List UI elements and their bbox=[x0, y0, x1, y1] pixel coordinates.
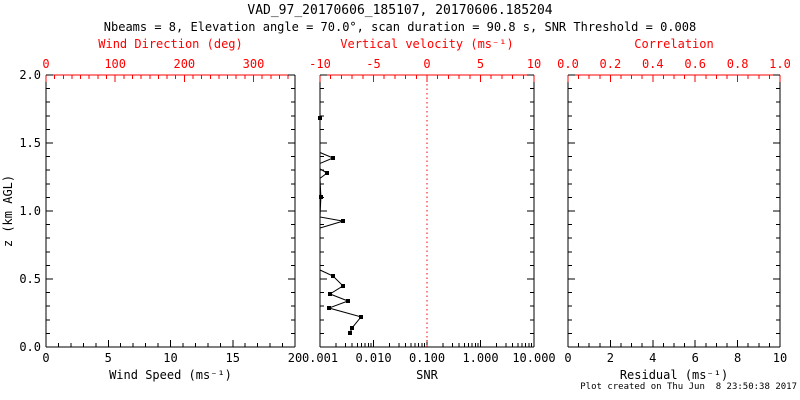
plot-title: VAD_97_20170606_185107, 20170606.185204 bbox=[247, 3, 553, 18]
bottom-tick-label: 5 bbox=[105, 351, 112, 365]
y-axis-title: z (km AGL) bbox=[1, 175, 15, 247]
bottom-tick-label: 10 bbox=[773, 351, 787, 365]
snr-profile-marker bbox=[349, 325, 354, 330]
snr-profile-marker bbox=[318, 194, 323, 199]
top-axis-title: Wind Direction (deg) bbox=[98, 37, 243, 51]
bottom-tick-label: 1.000 bbox=[462, 351, 498, 365]
top-tick-label: 300 bbox=[243, 57, 265, 71]
top-tick-label: 10 bbox=[527, 57, 541, 71]
snr-profile-marker bbox=[346, 299, 351, 304]
top-tick-label: 100 bbox=[104, 57, 126, 71]
bottom-tick-label: 6 bbox=[692, 351, 699, 365]
top-axis-title: Vertical velocity (ms⁻¹) bbox=[340, 37, 513, 51]
snr-profile-marker bbox=[331, 274, 336, 279]
bottom-tick-label: 10 bbox=[163, 351, 177, 365]
y-tick-label: 0.0 bbox=[19, 340, 41, 354]
snr-profile-marker bbox=[328, 291, 333, 296]
top-tick-label: -10 bbox=[309, 57, 331, 71]
bottom-tick-label: 4 bbox=[649, 351, 656, 365]
y-tick-label: 1.5 bbox=[19, 136, 41, 150]
bottom-axis-title: SNR bbox=[416, 368, 438, 382]
top-tick-label: 0 bbox=[42, 57, 49, 71]
bottom-tick-label: 0 bbox=[564, 351, 571, 365]
top-tick-label: 5 bbox=[477, 57, 484, 71]
bottom-axis-title: Wind Speed (ms⁻¹) bbox=[109, 368, 232, 382]
top-tick-label: 1.0 bbox=[769, 57, 791, 71]
snr-profile-marker bbox=[324, 171, 329, 176]
bottom-tick-label: 0.010 bbox=[355, 351, 391, 365]
bottom-tick-label: 2 bbox=[607, 351, 614, 365]
plot-credit: Plot created on Thu Jun 8 23:50:38 2017 bbox=[580, 382, 797, 392]
snr-profile-marker bbox=[359, 314, 364, 319]
y-tick-label: 1.0 bbox=[19, 204, 41, 218]
snr-profile-marker bbox=[331, 155, 336, 160]
snr-profile-marker bbox=[318, 115, 322, 120]
plot-subtitle: Nbeams = 8, Elevation angle = 70.0°, sca… bbox=[103, 20, 697, 34]
top-tick-label: 0.6 bbox=[684, 57, 706, 71]
top-tick-label: 0.0 bbox=[557, 57, 579, 71]
bottom-tick-label: 20 bbox=[288, 351, 302, 365]
bottom-tick-label: 8 bbox=[734, 351, 741, 365]
bottom-tick-label: 15 bbox=[226, 351, 240, 365]
top-tick-label: 0.4 bbox=[642, 57, 664, 71]
residual-panel: 0.0 0.2 0.4 0.6 0.8 1.0 Correlation 0 2 4 6 8 10 Resi… bbox=[557, 37, 791, 382]
y-tick-label: 2.0 bbox=[19, 68, 41, 82]
y-tick-label: 0.5 bbox=[19, 272, 41, 286]
snr-panel: -10 -5 0 5 10 Vertical velocity (ms⁻¹) 0.001 0.… bbox=[302, 37, 556, 382]
top-axis-title: Correlation bbox=[634, 37, 713, 51]
snr-profile-marker bbox=[340, 283, 345, 288]
top-tick-label: 0.8 bbox=[727, 57, 749, 71]
top-tick-label: -5 bbox=[366, 57, 380, 71]
bottom-tick-label: 0 bbox=[42, 351, 49, 365]
top-tick-label: 200 bbox=[173, 57, 195, 71]
snr-profile-line bbox=[319, 118, 362, 334]
bottom-tick-label: 0.001 bbox=[302, 351, 338, 365]
top-tick-label: 0 bbox=[423, 57, 430, 71]
snr-profile-marker bbox=[340, 219, 345, 224]
top-tick-label: 0.2 bbox=[600, 57, 622, 71]
snr-profile-marker bbox=[348, 330, 353, 335]
bottom-axis-title: Residual (ms⁻¹) bbox=[620, 368, 728, 382]
bottom-tick-label: 10.000 bbox=[512, 351, 555, 365]
snr-profile-marker bbox=[326, 305, 331, 310]
bottom-tick-label: 0.100 bbox=[409, 351, 445, 365]
